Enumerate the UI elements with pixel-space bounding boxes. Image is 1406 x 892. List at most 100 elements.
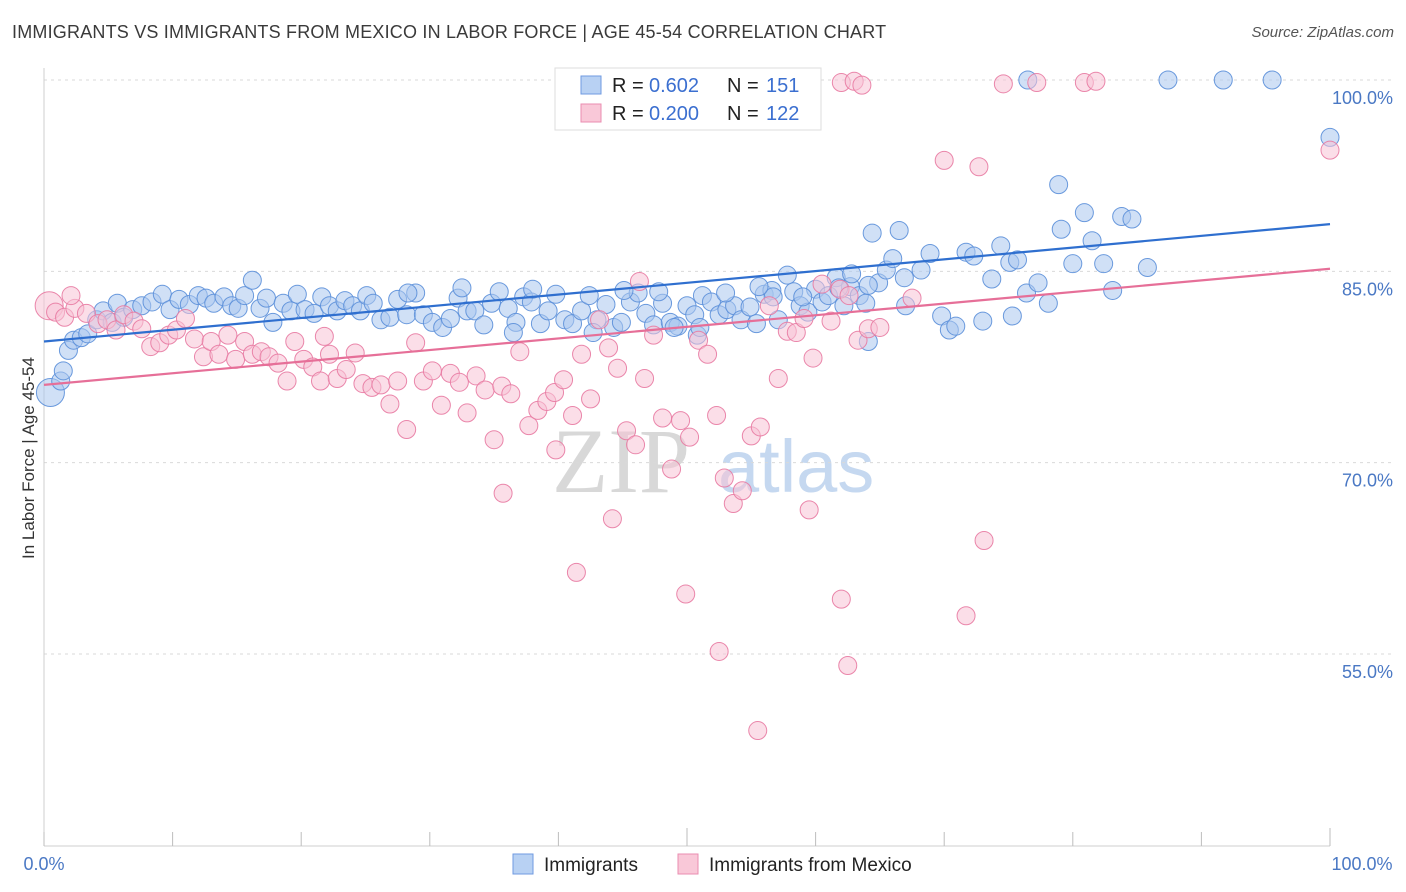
mexico-point bbox=[709, 641, 729, 661]
mexico-point bbox=[175, 309, 195, 329]
immigrants-point bbox=[452, 278, 472, 298]
mexico-point bbox=[956, 606, 976, 626]
mexico-point bbox=[422, 361, 442, 381]
mexico-point bbox=[431, 395, 451, 415]
mexico-point bbox=[566, 562, 586, 582]
immigrants-point bbox=[263, 312, 283, 332]
immigrants-point bbox=[946, 316, 966, 336]
mexico-point bbox=[546, 440, 566, 460]
mexico-point bbox=[345, 343, 365, 363]
immigrants-point bbox=[1074, 203, 1094, 223]
immigrants-point bbox=[1063, 254, 1083, 274]
mexico-point bbox=[617, 421, 637, 441]
mexico-point bbox=[799, 500, 819, 520]
immigrants-point bbox=[991, 236, 1011, 256]
immigrants-point bbox=[740, 297, 760, 317]
immigrants-point bbox=[614, 280, 634, 300]
immigrants-point bbox=[889, 221, 909, 241]
immigrants-point bbox=[235, 286, 255, 306]
bottom-legend-label-mexico: Immigrants from Mexico bbox=[709, 855, 912, 876]
mexico-point bbox=[599, 338, 619, 358]
mexico-point bbox=[510, 342, 530, 362]
legend-n-label-2: N = bbox=[727, 103, 759, 125]
immigrants-point bbox=[749, 277, 769, 297]
mexico-point bbox=[590, 310, 610, 330]
mexico-point bbox=[581, 389, 601, 409]
mexico-point bbox=[803, 348, 823, 368]
immigrants-point bbox=[920, 243, 940, 263]
legend-r-label-2: R = bbox=[612, 103, 644, 125]
legend-r-value-2: 0.200 bbox=[649, 103, 699, 125]
immigrants-point bbox=[1122, 209, 1142, 229]
mexico-point bbox=[676, 584, 696, 604]
series-legend: Immigrants Immigrants from Mexico bbox=[512, 853, 912, 876]
mexico-point bbox=[184, 329, 204, 349]
y-tick-labels: 55.0% 70.0% 85.0% 100.0% bbox=[1332, 88, 1393, 682]
mexico-point bbox=[310, 371, 330, 391]
immigrants-point bbox=[538, 301, 558, 321]
immigrants-point bbox=[256, 288, 276, 308]
mexico-point bbox=[748, 721, 768, 741]
mexico-point bbox=[852, 75, 872, 95]
mexico-point bbox=[602, 509, 622, 529]
mexico-point bbox=[732, 481, 752, 501]
bottom-legend-swatch-immigrants bbox=[512, 853, 534, 875]
mexico-point bbox=[1086, 71, 1106, 91]
immigrants-point bbox=[911, 260, 931, 280]
mexico-point bbox=[380, 394, 400, 414]
legend-r-label-1: R = bbox=[612, 75, 644, 97]
immigrants-point bbox=[649, 282, 669, 302]
immigrants-point bbox=[503, 323, 523, 343]
legend-n-value-2: 122 bbox=[766, 103, 799, 125]
mexico-point bbox=[653, 408, 673, 428]
mexico-point bbox=[484, 430, 504, 450]
mexico-point bbox=[974, 530, 994, 550]
source-credit: Source: ZipAtlas.com bbox=[1251, 24, 1394, 41]
mexico-point bbox=[969, 157, 989, 177]
x-tick-label-min: 0.0% bbox=[23, 854, 64, 874]
mexico-point bbox=[572, 344, 592, 364]
bottom-legend-swatch-mexico bbox=[677, 853, 699, 875]
mexico-point bbox=[750, 417, 770, 437]
immigrants-point bbox=[894, 268, 914, 288]
mexico-point bbox=[563, 405, 583, 425]
legend-swatch-immigrants bbox=[580, 75, 602, 95]
trend-lines bbox=[43, 223, 1331, 386]
mexico-point bbox=[689, 330, 709, 350]
immigrants-point bbox=[1213, 70, 1233, 90]
mexico-point bbox=[226, 349, 246, 369]
immigrants-point bbox=[242, 270, 262, 290]
mexico-point bbox=[554, 370, 574, 390]
mexico-point bbox=[466, 366, 486, 386]
x-ticks bbox=[43, 828, 1331, 846]
x-tick-label-max: 100.0% bbox=[1331, 854, 1392, 874]
mexico-point bbox=[519, 416, 539, 436]
mexico-point bbox=[406, 333, 426, 353]
mexico-point bbox=[132, 319, 152, 339]
legend-n-value-1: 151 bbox=[766, 75, 799, 97]
immigrants-point bbox=[440, 309, 460, 329]
immigrants-point bbox=[474, 315, 494, 335]
immigrants-point bbox=[1002, 306, 1022, 326]
immigrants-point bbox=[1051, 219, 1071, 239]
mexico-point bbox=[794, 309, 814, 329]
mexico-point bbox=[314, 326, 334, 346]
mexico-point bbox=[635, 368, 655, 388]
immigrants-point bbox=[572, 301, 592, 321]
mexico-point bbox=[1027, 73, 1047, 93]
mexico-point bbox=[759, 296, 779, 316]
mexico-point bbox=[812, 274, 832, 294]
immigrants-point bbox=[1028, 273, 1048, 293]
mexico-point bbox=[277, 371, 297, 391]
trend-line-mexico bbox=[43, 267, 1331, 386]
mexico-point bbox=[838, 655, 858, 675]
immigrants-point bbox=[1008, 250, 1028, 270]
mexico-point bbox=[934, 150, 954, 170]
mexico-point bbox=[714, 468, 734, 488]
y-tick-label: 70.0% bbox=[1342, 471, 1393, 491]
mexico-point bbox=[285, 331, 305, 351]
mexico-point bbox=[707, 405, 727, 425]
immigrants-point bbox=[1094, 254, 1114, 274]
mexico-point bbox=[457, 403, 477, 423]
